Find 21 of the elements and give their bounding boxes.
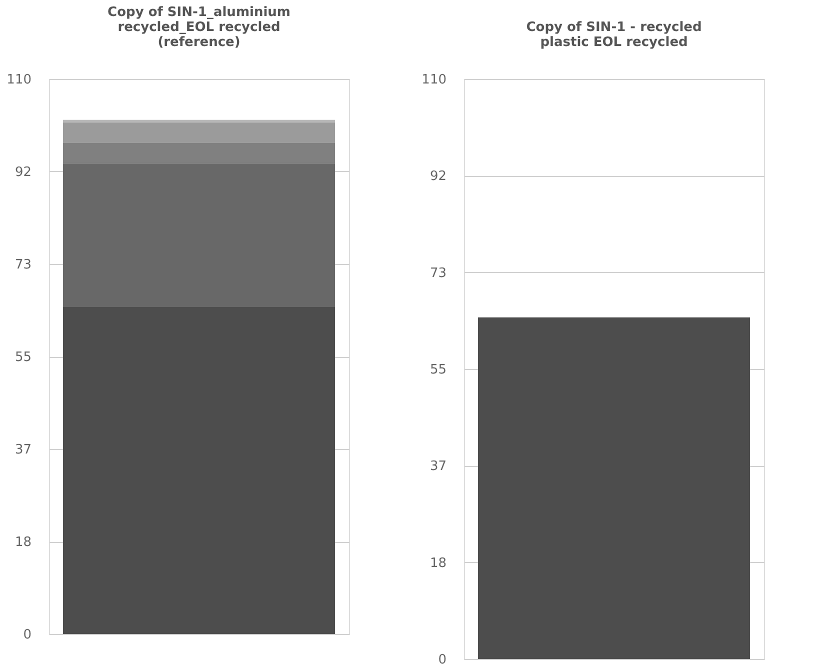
y-tick-label: 73: [14, 258, 32, 273]
y-tick-label: 0: [438, 652, 446, 668]
y-tick-label: 92: [14, 164, 32, 180]
bar: [63, 163, 335, 308]
y-tick-label: 0: [23, 628, 32, 642]
y-tick-label: 73: [430, 266, 446, 281]
y-tick-label: 18: [14, 535, 32, 550]
bar: [63, 120, 335, 122]
y-tick-label: 55: [14, 350, 32, 365]
bar: [63, 307, 335, 634]
bar: [63, 142, 335, 164]
y-tick-label: 55: [430, 362, 446, 378]
y-tick-label: 110: [6, 72, 32, 88]
chart-title: Copy of SIN-1 - recycled plastic EOL recycled: [526, 20, 702, 50]
y-tick-label: 18: [430, 556, 446, 571]
y-tick-label: 92: [430, 169, 446, 184]
y-tick-label: 37: [14, 442, 32, 458]
y-tick-label: 37: [430, 459, 446, 474]
chart-title: Copy of SIN-1_aluminium recycled_EOL recycled (reference): [108, 5, 290, 50]
bar: [63, 122, 335, 143]
y-tick-label: 110: [422, 72, 446, 88]
